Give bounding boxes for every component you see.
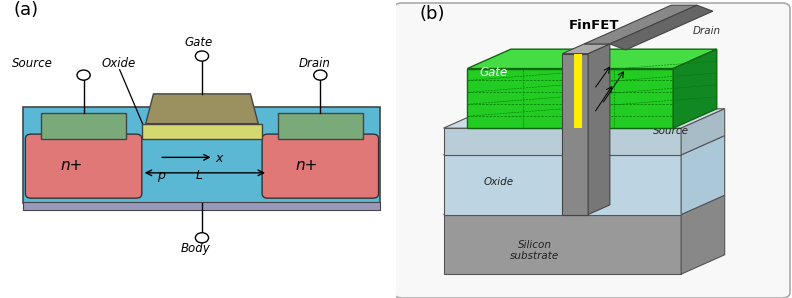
Text: Gate: Gate	[185, 36, 213, 49]
Text: Source: Source	[12, 57, 53, 70]
Polygon shape	[681, 136, 725, 215]
Polygon shape	[584, 5, 697, 44]
Polygon shape	[588, 44, 610, 215]
Text: Oxide: Oxide	[483, 177, 513, 187]
Text: Gate: Gate	[479, 66, 508, 79]
FancyBboxPatch shape	[262, 134, 379, 198]
Text: L: L	[196, 169, 203, 182]
Bar	[24, 107, 380, 203]
Text: n+: n+	[295, 158, 318, 173]
Circle shape	[196, 233, 208, 243]
Polygon shape	[444, 136, 725, 155]
Text: Source: Source	[653, 126, 689, 136]
Bar	[278, 113, 363, 139]
Circle shape	[314, 70, 327, 80]
Text: x: x	[215, 152, 223, 165]
Text: Drain: Drain	[299, 57, 331, 70]
Text: p: p	[158, 169, 166, 182]
Polygon shape	[444, 128, 681, 155]
Bar	[24, 202, 380, 210]
Polygon shape	[562, 44, 610, 54]
Polygon shape	[467, 49, 717, 69]
Circle shape	[77, 70, 90, 80]
Bar	[41, 113, 126, 139]
Circle shape	[196, 51, 208, 61]
Polygon shape	[681, 195, 725, 274]
Text: Body: Body	[181, 242, 211, 255]
Polygon shape	[610, 5, 713, 50]
FancyBboxPatch shape	[394, 3, 790, 298]
Text: n+: n+	[60, 158, 82, 173]
Text: Oxide: Oxide	[101, 57, 135, 70]
Polygon shape	[444, 195, 725, 215]
Polygon shape	[467, 69, 673, 128]
Text: Drain: Drain	[693, 26, 722, 36]
Text: (b): (b)	[420, 5, 445, 23]
Polygon shape	[574, 54, 582, 128]
Polygon shape	[444, 109, 725, 128]
Text: Silicon
substrate: Silicon substrate	[510, 240, 559, 261]
Polygon shape	[673, 49, 717, 128]
Polygon shape	[444, 215, 681, 274]
FancyBboxPatch shape	[25, 134, 142, 198]
Polygon shape	[444, 155, 681, 215]
Polygon shape	[146, 94, 258, 124]
Polygon shape	[681, 109, 725, 155]
Text: FinFET: FinFET	[569, 19, 619, 32]
Bar	[142, 124, 262, 139]
Polygon shape	[562, 54, 588, 215]
Text: (a): (a)	[13, 1, 39, 19]
